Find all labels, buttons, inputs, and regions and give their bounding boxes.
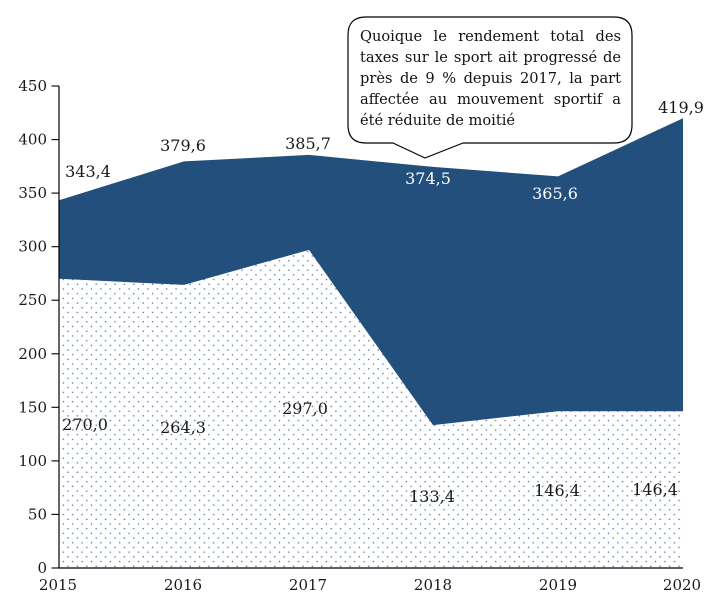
y-tick-400: 400 — [18, 131, 47, 149]
label-part-2017: 297,0 — [282, 399, 328, 418]
y-tick-300: 300 — [18, 238, 47, 256]
y-axis-labels: 450 400 350 300 250 200 150 100 50 0 — [18, 77, 47, 577]
area-series-part-affectee — [59, 249, 683, 568]
x-axis-labels: 2015 2016 2017 2018 2019 2020 — [39, 576, 701, 594]
y-tick-50: 50 — [28, 505, 47, 523]
callout-text: Quoique le rendement total des taxes sur… — [360, 28, 621, 129]
label-part-2016: 264,3 — [160, 418, 206, 437]
x-tick-2020: 2020 — [663, 576, 701, 594]
x-tick-2019: 2019 — [539, 576, 577, 594]
label-part-2018: 133,4 — [409, 487, 455, 506]
label-total-2015: 343,4 — [65, 162, 111, 181]
callout-bubble — [347, 16, 633, 159]
label-total-2017: 385,7 — [285, 134, 331, 153]
x-tick-2018: 2018 — [414, 576, 452, 594]
y-tick-200: 200 — [18, 345, 47, 363]
label-total-2016: 379,6 — [160, 136, 206, 155]
y-tick-100: 100 — [18, 452, 47, 470]
datalabels-part-affectee: 270,0 264,3 297,0 133,4 146,4 146,4 — [62, 399, 678, 506]
y-tick-0: 0 — [37, 559, 47, 577]
x-tick-2015: 2015 — [39, 576, 77, 594]
label-total-2018: 374,5 — [405, 169, 451, 188]
label-total-2019: 365,6 — [532, 184, 578, 203]
y-tick-150: 150 — [18, 398, 47, 416]
y-tick-250: 250 — [18, 291, 47, 309]
label-part-2015: 270,0 — [62, 415, 108, 434]
label-part-2019: 146,4 — [534, 481, 580, 500]
y-axis-ticks — [51, 85, 59, 569]
y-tick-350: 350 — [18, 184, 47, 202]
x-tick-2017: 2017 — [289, 576, 327, 594]
y-tick-450: 450 — [18, 77, 47, 95]
label-part-2020: 146,4 — [632, 480, 678, 499]
label-total-2020: 419,9 — [658, 98, 704, 117]
x-tick-2016: 2016 — [164, 576, 202, 594]
datalabels-total: 343,4 379,6 385,7 374,5 365,6 419,9 — [65, 98, 704, 203]
